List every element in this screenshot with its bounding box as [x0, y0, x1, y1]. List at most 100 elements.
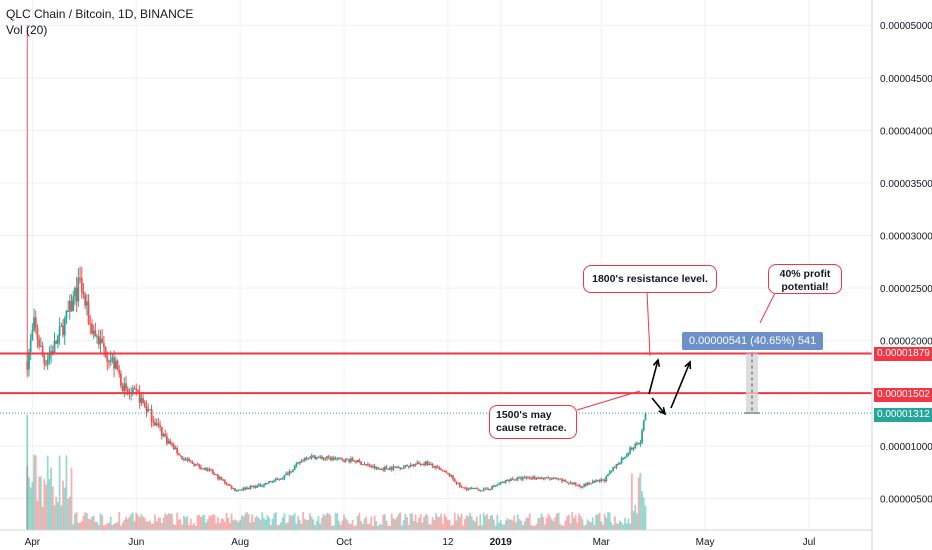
volume-bar — [80, 521, 83, 530]
volume-bar — [431, 516, 434, 530]
volume-bar — [196, 515, 199, 530]
candle-body — [140, 398, 143, 403]
retrace-callout[interactable]: 1500's may cause retrace. — [489, 405, 577, 439]
volume-bar — [142, 516, 144, 530]
candle-body — [576, 484, 579, 486]
candle-body — [159, 424, 161, 427]
horizontal-lines[interactable] — [0, 352, 872, 414]
candle-body — [361, 464, 364, 466]
volume-bar — [360, 520, 362, 530]
candle-body — [385, 467, 388, 469]
candle-body — [607, 474, 609, 477]
volume-bar — [365, 516, 368, 530]
candle-body — [624, 456, 626, 458]
volume-bar — [639, 472, 642, 530]
measure-label[interactable]: 0.00000541 (40.65%) 541 — [682, 332, 824, 350]
candle-body — [528, 477, 531, 479]
volume-spike — [26, 415, 29, 530]
drawing-tools[interactable] — [576, 291, 776, 416]
y-tick-label: 0.00003000 — [880, 232, 932, 243]
candle-body — [74, 287, 76, 297]
candle-series — [26, 25, 647, 493]
profit-callout[interactable]: 40% profit potential! — [768, 264, 842, 294]
volume-bar — [576, 522, 579, 530]
volume-bar — [305, 519, 308, 530]
candle-body — [462, 487, 465, 489]
volume-bar — [341, 520, 344, 530]
candle-body — [579, 486, 582, 488]
candle-body — [436, 466, 439, 468]
volume-bar — [137, 514, 139, 530]
candle-body — [370, 466, 373, 468]
candle-body — [338, 457, 340, 459]
volume-bar — [641, 491, 643, 530]
volume-bar — [447, 520, 449, 530]
candle-body — [620, 458, 623, 463]
resistance-callout[interactable]: 1800's resistance level. — [583, 265, 717, 293]
volume-bar — [220, 518, 223, 530]
candle-body — [401, 468, 403, 470]
volume-bar — [557, 512, 560, 530]
volume-bar — [479, 514, 482, 530]
candle-body — [377, 467, 379, 469]
volume-bar — [254, 517, 257, 530]
volume-bar — [67, 498, 70, 530]
candle-body — [578, 485, 580, 487]
volume-bar — [109, 516, 112, 530]
volume-bar — [70, 467, 73, 530]
volume-bar — [331, 525, 334, 530]
candle-body — [390, 467, 393, 470]
candle-body — [332, 457, 335, 460]
volume-bar — [508, 519, 511, 530]
candle-body — [55, 341, 58, 344]
volume-bar — [632, 510, 635, 530]
candle-body — [545, 477, 548, 479]
candle-body — [220, 477, 223, 480]
candle-body — [508, 479, 511, 482]
candle-body — [133, 388, 136, 390]
volume-bar — [494, 525, 497, 530]
candle-body — [494, 485, 497, 487]
volume-bar — [75, 512, 78, 530]
volume-bar — [240, 515, 243, 530]
volume-bar — [620, 522, 623, 530]
volume-bar — [602, 524, 604, 530]
volume-bar — [578, 513, 580, 530]
volume-bar — [419, 514, 422, 530]
candle-body — [474, 487, 477, 489]
volume-bar — [183, 515, 185, 530]
candle-body — [320, 456, 323, 459]
volume-bar — [210, 516, 213, 530]
candle-body — [118, 369, 121, 374]
candle-body — [326, 456, 328, 459]
volume-bar — [503, 524, 506, 530]
candle-body — [482, 488, 485, 491]
volume-bar — [472, 520, 475, 530]
candle-body — [87, 301, 90, 324]
volume-bar — [276, 525, 279, 530]
candle-body — [619, 462, 621, 465]
candle-body — [206, 469, 209, 471]
candle-body — [174, 448, 177, 450]
volume-bar — [128, 516, 131, 530]
volume-bar — [256, 516, 259, 530]
candle-body — [166, 436, 168, 444]
candle-body — [109, 359, 112, 363]
candle-body — [612, 467, 615, 472]
candle-body — [292, 469, 294, 472]
candle-body — [387, 468, 390, 470]
candle-body — [499, 482, 502, 484]
candle-body — [419, 463, 422, 465]
candle-body — [225, 483, 228, 485]
candle-body — [99, 338, 102, 345]
volume-bar — [324, 515, 327, 530]
volume-bar — [450, 525, 453, 530]
candle-body — [38, 339, 41, 347]
candle-body — [80, 277, 83, 292]
candle-body — [177, 453, 180, 456]
candle-body — [428, 463, 431, 466]
volume-bar — [82, 515, 85, 530]
candle-body — [259, 484, 262, 487]
